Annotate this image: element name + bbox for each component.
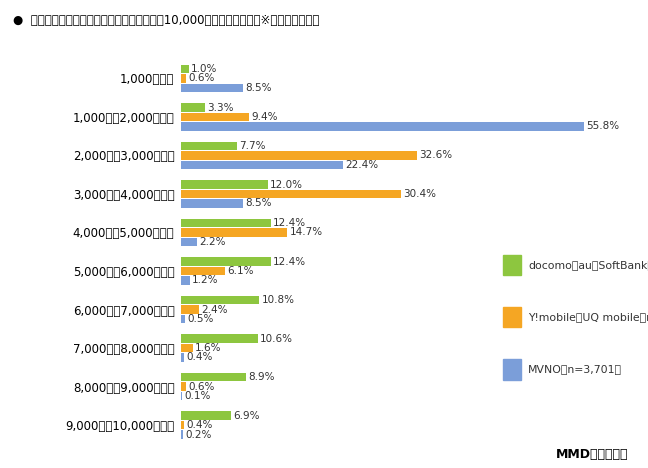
Text: ●  通信会社に支払っている通信の月額料金（10,000円未満まで抜粋）※通信サービス別: ● 通信会社に支払っている通信の月額料金（10,000円未満まで抜粋）※通信サー…: [13, 14, 319, 27]
Text: MMD研究所調べ: MMD研究所調べ: [556, 448, 629, 461]
Bar: [181, 430, 183, 439]
Text: MVNO（n=3,701）: MVNO（n=3,701）: [528, 365, 622, 374]
Bar: [181, 373, 246, 381]
Bar: [181, 382, 186, 391]
Bar: [181, 84, 243, 92]
Bar: [181, 190, 400, 198]
Bar: [181, 353, 184, 362]
Text: 2.4%: 2.4%: [201, 305, 227, 314]
Text: 12.4%: 12.4%: [273, 218, 306, 228]
Text: 0.6%: 0.6%: [188, 73, 214, 83]
Bar: [181, 257, 271, 266]
Text: 12.4%: 12.4%: [273, 256, 306, 267]
Text: 7.7%: 7.7%: [239, 141, 266, 151]
Bar: [181, 276, 190, 285]
FancyBboxPatch shape: [503, 359, 521, 380]
Text: 22.4%: 22.4%: [345, 160, 378, 170]
Bar: [181, 267, 226, 275]
Text: 9.4%: 9.4%: [251, 112, 278, 122]
Text: 8.9%: 8.9%: [248, 372, 274, 382]
Text: Y!mobile、UQ mobile（n=3,544）: Y!mobile、UQ mobile（n=3,544）: [528, 312, 648, 322]
Text: docomo、au、SoftBank（n=21,816）: docomo、au、SoftBank（n=21,816）: [528, 260, 648, 270]
Text: 6.9%: 6.9%: [233, 410, 260, 421]
Text: 6.1%: 6.1%: [227, 266, 254, 276]
Text: 8.5%: 8.5%: [245, 83, 272, 93]
Bar: [181, 65, 189, 73]
Text: 3.3%: 3.3%: [207, 102, 234, 112]
Bar: [181, 74, 186, 83]
Bar: [181, 228, 288, 237]
Bar: [181, 392, 182, 400]
Text: 1.2%: 1.2%: [192, 276, 219, 285]
Text: 2.2%: 2.2%: [200, 237, 226, 247]
Bar: [181, 180, 268, 189]
Text: 14.7%: 14.7%: [290, 227, 323, 237]
Bar: [181, 238, 197, 246]
Text: 0.2%: 0.2%: [185, 430, 211, 439]
FancyBboxPatch shape: [503, 307, 521, 327]
Bar: [181, 314, 185, 323]
Text: 12.0%: 12.0%: [270, 180, 303, 190]
Bar: [181, 199, 243, 208]
Bar: [181, 334, 258, 343]
Bar: [181, 151, 417, 160]
Bar: [181, 161, 343, 169]
Bar: [181, 411, 231, 420]
Bar: [181, 421, 184, 429]
Text: 10.6%: 10.6%: [260, 334, 293, 344]
Text: 8.5%: 8.5%: [245, 198, 272, 208]
Bar: [181, 219, 271, 227]
Text: 0.1%: 0.1%: [184, 391, 211, 401]
Text: 32.6%: 32.6%: [419, 151, 452, 161]
Bar: [181, 142, 237, 150]
Text: 10.8%: 10.8%: [262, 295, 294, 305]
Text: 1.0%: 1.0%: [191, 64, 217, 74]
Text: 0.5%: 0.5%: [187, 314, 214, 324]
Bar: [181, 296, 259, 304]
Bar: [181, 344, 193, 352]
Bar: [181, 305, 199, 314]
Text: 55.8%: 55.8%: [586, 121, 619, 132]
Text: 1.6%: 1.6%: [195, 343, 222, 353]
Text: 0.6%: 0.6%: [188, 381, 214, 392]
Bar: [181, 113, 249, 121]
Bar: [181, 103, 205, 112]
Bar: [181, 122, 584, 131]
Text: 30.4%: 30.4%: [403, 189, 436, 199]
FancyBboxPatch shape: [503, 255, 521, 275]
Text: 0.4%: 0.4%: [187, 352, 213, 363]
Text: 0.4%: 0.4%: [187, 420, 213, 430]
